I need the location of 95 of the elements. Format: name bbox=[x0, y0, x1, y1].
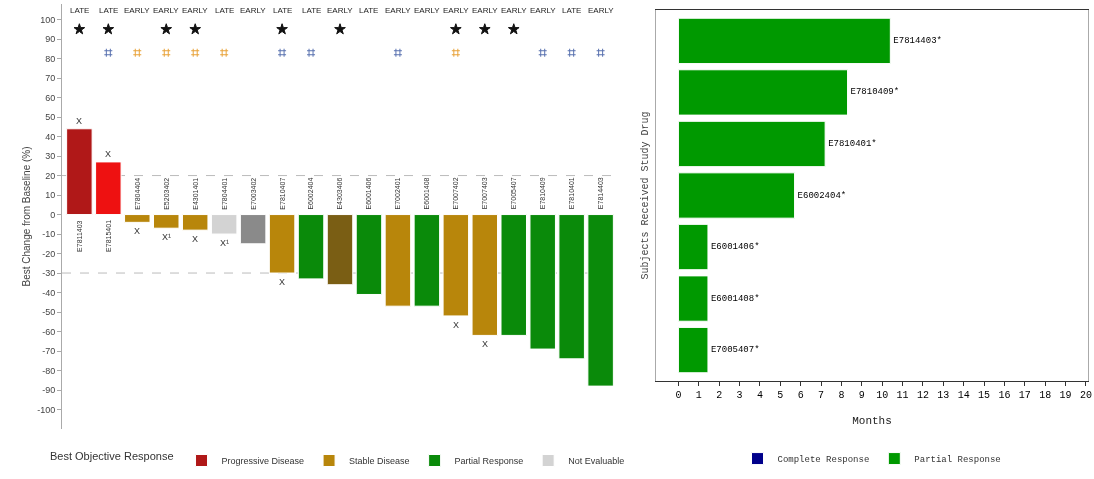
bar bbox=[471, 214, 499, 336]
bar bbox=[153, 214, 180, 229]
x-tick-label: 9 bbox=[858, 390, 865, 401]
annotation: X bbox=[192, 234, 199, 244]
y-tick-label: 0 bbox=[50, 209, 56, 220]
category-label: E7810401* bbox=[828, 138, 877, 149]
category-label: E6001406* bbox=[710, 242, 760, 253]
legend-title: Best Objective Response bbox=[50, 450, 174, 463]
bar bbox=[181, 214, 209, 231]
x-tick-label: 1 bbox=[695, 390, 702, 401]
bar bbox=[384, 214, 412, 307]
x-tick-label: 3 bbox=[736, 390, 743, 401]
bar bbox=[500, 214, 527, 336]
bar bbox=[677, 172, 796, 219]
x-tick-label: 16 bbox=[998, 390, 1011, 401]
bar bbox=[442, 214, 470, 317]
bar bbox=[124, 214, 151, 223]
category-label: E6002404* bbox=[797, 190, 847, 201]
bar bbox=[413, 214, 441, 307]
x-tick-label: 6 bbox=[797, 390, 804, 401]
bar bbox=[677, 120, 826, 168]
text: LATE LATE EARLY EARLY EARLY LATE EARLY LATE LATE EARLY LATE EARLY EARLY EARLY EARLY EARLY EARLY LATE EARLY bbox=[70, 6, 614, 15]
y-tick-label: -30 bbox=[42, 268, 56, 279]
bar bbox=[66, 128, 93, 216]
bar bbox=[587, 214, 614, 387]
x-tick-label: 12 bbox=[916, 390, 929, 401]
bar bbox=[326, 214, 354, 286]
annotation: X bbox=[279, 277, 286, 287]
bar bbox=[210, 214, 238, 235]
bar bbox=[268, 214, 296, 274]
annotation: X bbox=[134, 226, 141, 236]
y-tick-label: -90 bbox=[42, 385, 56, 396]
y-tick-label: 80 bbox=[45, 53, 56, 64]
annotation: X bbox=[453, 320, 460, 330]
legend-label: Complete Response bbox=[777, 455, 870, 466]
bar bbox=[297, 214, 325, 280]
bar bbox=[239, 214, 267, 245]
bar bbox=[355, 214, 383, 295]
x-tick-label: 15 bbox=[978, 390, 991, 401]
legend-label: Stable Disease bbox=[349, 456, 410, 467]
y-axis-title: Best Change from Baseline (%) bbox=[21, 146, 33, 287]
x-tick-label: 8 bbox=[838, 390, 845, 401]
x-tick-label: 5 bbox=[777, 390, 784, 401]
x-tick-label: 4 bbox=[756, 390, 763, 401]
bar bbox=[677, 275, 709, 322]
bar bbox=[95, 161, 122, 216]
category-label: E7810409* bbox=[850, 87, 900, 98]
x-tick-label: 7 bbox=[818, 390, 825, 401]
x-tick-label: 17 bbox=[1018, 390, 1031, 401]
annotation: X bbox=[76, 116, 83, 126]
y-tick-label: -70 bbox=[42, 346, 56, 357]
x-tick-label: 14 bbox=[957, 390, 970, 401]
x-tick-label: 0 bbox=[675, 390, 682, 401]
y-tick-label: 90 bbox=[45, 34, 56, 45]
y-tick-label: 60 bbox=[45, 92, 56, 103]
category-label: E7814403* bbox=[893, 35, 942, 46]
legend-label: Partial Response bbox=[914, 455, 1001, 466]
x-tick-label: 10 bbox=[876, 390, 889, 401]
x-axis-title: Months bbox=[852, 415, 892, 427]
bar bbox=[677, 326, 709, 374]
legend-label: Progressive Disease bbox=[221, 456, 305, 467]
x-tick-label: 20 bbox=[1079, 390, 1092, 401]
y-tick-label: 10 bbox=[45, 190, 56, 201]
y-tick-label: 20 bbox=[45, 170, 56, 181]
bar bbox=[677, 69, 849, 116]
y-tick-label: -10 bbox=[42, 229, 56, 240]
legend-label: Partial Response bbox=[454, 456, 524, 467]
category-label: E7005407* bbox=[710, 345, 760, 356]
legend-label: Not Evaluable bbox=[568, 456, 625, 467]
y-tick-label: -60 bbox=[42, 326, 56, 337]
x-tick-label: 18 bbox=[1039, 390, 1052, 401]
y-tick-label: 70 bbox=[45, 73, 56, 84]
annotation: X bbox=[482, 339, 489, 349]
y-tick-label: 30 bbox=[45, 151, 56, 162]
x-tick-label: 11 bbox=[896, 390, 909, 401]
y-tick-label: 40 bbox=[45, 131, 56, 142]
y-tick-label: -20 bbox=[42, 248, 56, 259]
annotation: X¹ bbox=[162, 232, 171, 242]
bar bbox=[558, 214, 585, 360]
x-tick-label: 19 bbox=[1059, 390, 1072, 401]
y-tick-label: 100 bbox=[40, 14, 56, 25]
category-label: E6001408* bbox=[710, 293, 760, 304]
y-tick-label: -80 bbox=[42, 365, 56, 376]
bar bbox=[529, 214, 556, 350]
annotation: X bbox=[105, 149, 112, 159]
y-tick-label: -100 bbox=[37, 404, 56, 415]
y-axis-title: Subjects Received Study Drug bbox=[640, 111, 651, 280]
annotation: X¹ bbox=[220, 238, 229, 248]
bar bbox=[677, 17, 891, 65]
y-tick-label: 50 bbox=[45, 112, 56, 123]
y-tick-label: -40 bbox=[42, 287, 56, 298]
x-tick-label: 13 bbox=[937, 390, 950, 401]
bar bbox=[677, 223, 709, 271]
y-tick-label: -50 bbox=[42, 307, 56, 318]
x-tick-label: 2 bbox=[716, 390, 723, 401]
